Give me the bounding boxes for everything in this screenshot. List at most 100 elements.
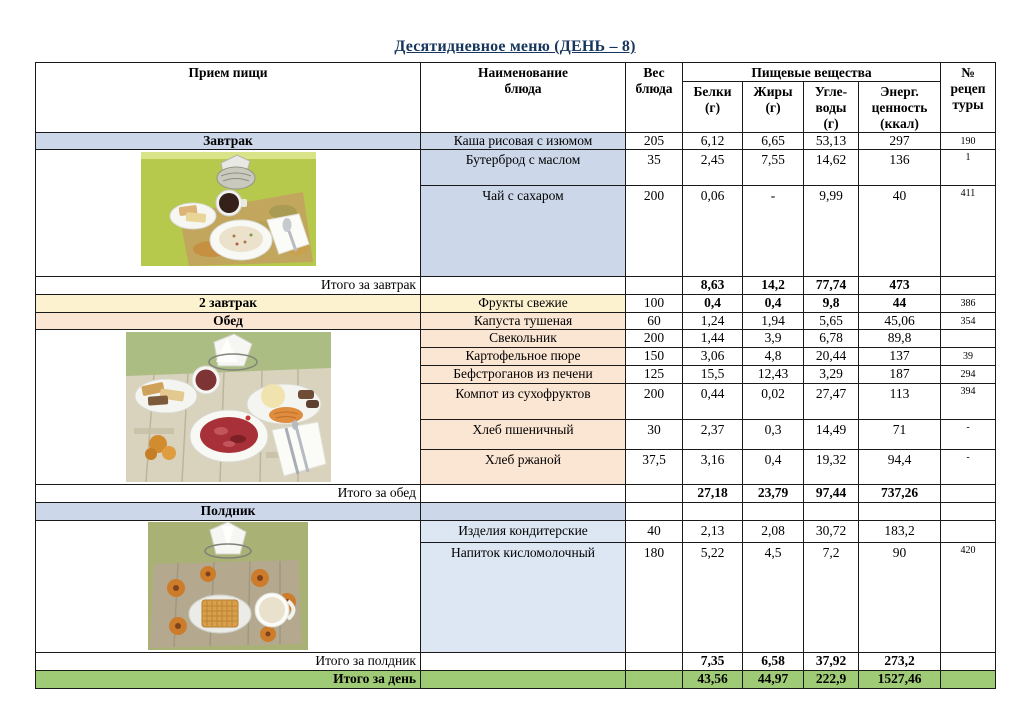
col-header-recipe: № рецеп туры bbox=[940, 62, 996, 133]
carbs-cell: 97,44 bbox=[803, 483, 859, 503]
protein-cell: 27,18 bbox=[682, 483, 743, 503]
menu-table: Прием пищи Наименование блюда Вес блюда … bbox=[35, 62, 996, 689]
protein-cell-empty bbox=[682, 501, 743, 521]
energy-cell-empty bbox=[858, 501, 941, 521]
row-total-lunch: Итого за обед 27,18 23,79 97,44 737,26 bbox=[35, 483, 996, 503]
weight-cell: 150 bbox=[625, 346, 683, 366]
weight-cell-empty bbox=[625, 275, 683, 295]
dish-cell-empty bbox=[420, 501, 626, 521]
recipe-cell: 294 bbox=[940, 364, 996, 384]
row-khleb-rzhanoy: Хлеб ржаной 37,5 3,16 0,4 19,32 94,4 - bbox=[36, 448, 996, 485]
row-total-breakfast: Итого за завтрак 8,63 14,2 77,74 473 bbox=[35, 275, 996, 295]
weight-cell: 200 bbox=[625, 184, 683, 277]
dish-cell: Капуста тушеная bbox=[420, 311, 626, 330]
carbs-cell: 3,29 bbox=[803, 364, 859, 384]
energy-cell: 90 bbox=[858, 541, 941, 653]
fat-cell: 0,02 bbox=[742, 382, 804, 420]
fat-cell: - bbox=[742, 184, 804, 277]
breakfast-photo bbox=[35, 148, 421, 277]
header-row-1: Прием пищи Наименование блюда Вес блюда … bbox=[35, 62, 996, 133]
carbs-cell: 9,8 bbox=[803, 293, 859, 313]
energy-cell: 71 bbox=[858, 418, 941, 450]
dish-cell: Каша рисовая с изюмом bbox=[420, 131, 626, 150]
energy-cell: 136 bbox=[858, 148, 941, 186]
energy-cell: 183,2 bbox=[858, 519, 941, 543]
weight-cell: 200 bbox=[625, 382, 683, 420]
carbs-cell: 14,49 bbox=[803, 418, 859, 450]
energy-cell: 473 bbox=[858, 275, 941, 295]
carbs-cell: 20,44 bbox=[803, 346, 859, 366]
weight-cell: 35 bbox=[625, 148, 683, 186]
carbs-cell: 7,2 bbox=[803, 541, 859, 653]
weight-cell: 100 bbox=[625, 293, 683, 313]
row-buterbrod: Бутерброд с маслом 35 2,45 7,55 14,62 13… bbox=[35, 148, 996, 277]
row-konditerskie: Изделия кондитерские 40 2,13 2,08 30,72 … bbox=[35, 519, 996, 653]
fat-cell: 1,94 bbox=[742, 311, 804, 330]
recipe-cell: 1 bbox=[940, 148, 996, 186]
recipe-cell bbox=[940, 328, 996, 348]
fat-cell: 0,3 bbox=[742, 418, 804, 450]
fat-cell: 12,43 bbox=[742, 364, 804, 384]
fat-cell: 0,4 bbox=[742, 448, 804, 485]
recipe-cell-empty bbox=[940, 483, 996, 503]
section-total-label: Итого за обед bbox=[35, 483, 421, 503]
fat-cell: 4,5 bbox=[742, 541, 804, 653]
dish-cell: Изделия кондитерские bbox=[420, 519, 626, 543]
recipe-cell: 411 bbox=[940, 184, 996, 277]
page-title: Десятидневное меню (ДЕНЬ – 8) bbox=[394, 38, 636, 55]
recipe-cell: 394 bbox=[940, 382, 996, 420]
recipe-cell: 354 bbox=[940, 311, 996, 330]
protein-cell: 8,63 bbox=[682, 275, 743, 295]
energy-cell: 1527,46 bbox=[858, 669, 941, 689]
energy-cell: 94,4 bbox=[858, 448, 941, 485]
col-header-meal: Прием пищи bbox=[35, 62, 421, 133]
fat-cell: 0,4 bbox=[742, 293, 804, 313]
energy-cell: 89,8 bbox=[858, 328, 941, 348]
row-frukty: 2 завтрак Фрукты свежие 100 0,4 0,4 9,8 … bbox=[35, 293, 996, 313]
carbs-cell: 37,92 bbox=[803, 651, 859, 671]
section-total-label: Итого за полдник bbox=[35, 651, 421, 671]
protein-cell: 3,16 bbox=[682, 448, 743, 485]
breakfast-photo-svg bbox=[140, 151, 316, 266]
col-header-protein: Белки (г) bbox=[682, 80, 743, 133]
fat-cell: 7,55 bbox=[742, 148, 804, 186]
row-kasha: Завтрак Каша рисовая с изюмом 205 6,12 6… bbox=[35, 131, 996, 150]
recipe-cell-empty bbox=[940, 669, 996, 689]
fat-cell: 44,97 bbox=[742, 669, 804, 689]
protein-cell: 0,44 bbox=[682, 382, 743, 420]
protein-cell: 3,06 bbox=[682, 346, 743, 366]
protein-cell: 15,5 bbox=[682, 364, 743, 384]
fat-cell: 6,65 bbox=[742, 131, 804, 150]
carbs-cell-empty bbox=[803, 501, 859, 521]
energy-cell: 113 bbox=[858, 382, 941, 420]
col-header-dish: Наименование блюда bbox=[420, 62, 626, 133]
carbs-cell: 222,9 bbox=[803, 669, 859, 689]
fat-cell-empty bbox=[742, 501, 804, 521]
fat-cell: 4,8 bbox=[742, 346, 804, 366]
fat-cell: 3,9 bbox=[742, 328, 804, 348]
meal-cell-lunch: Обед bbox=[35, 311, 421, 330]
protein-cell: 2,37 bbox=[682, 418, 743, 450]
energy-cell: 737,26 bbox=[858, 483, 941, 503]
protein-cell: 5,22 bbox=[682, 541, 743, 653]
snack-photo-svg bbox=[148, 522, 308, 651]
dish-cell: Хлеб пшеничный bbox=[420, 418, 626, 450]
fat-cell: 14,2 bbox=[742, 275, 804, 295]
protein-cell: 1,44 bbox=[682, 328, 743, 348]
dish-cell-empty bbox=[420, 651, 626, 671]
section-total-label: Итого за завтрак bbox=[35, 275, 421, 295]
protein-cell: 0,4 bbox=[682, 293, 743, 313]
recipe-cell: 190 bbox=[940, 131, 996, 150]
dish-cell-empty bbox=[420, 669, 626, 689]
weight-cell: 180 bbox=[625, 541, 683, 653]
dish-cell: Компот из сухофруктов bbox=[420, 382, 626, 420]
fat-cell: 6,58 bbox=[742, 651, 804, 671]
dish-cell: Напиток кисломолочный bbox=[420, 541, 626, 653]
col-header-fat: Жиры (г) bbox=[742, 80, 804, 133]
energy-cell: 187 bbox=[858, 364, 941, 384]
protein-cell: 43,56 bbox=[682, 669, 743, 689]
weight-cell: 37,5 bbox=[625, 448, 683, 485]
protein-cell: 2,45 bbox=[682, 148, 743, 186]
recipe-cell-empty bbox=[940, 501, 996, 521]
dish-cell: Бутерброд с маслом bbox=[420, 148, 626, 186]
